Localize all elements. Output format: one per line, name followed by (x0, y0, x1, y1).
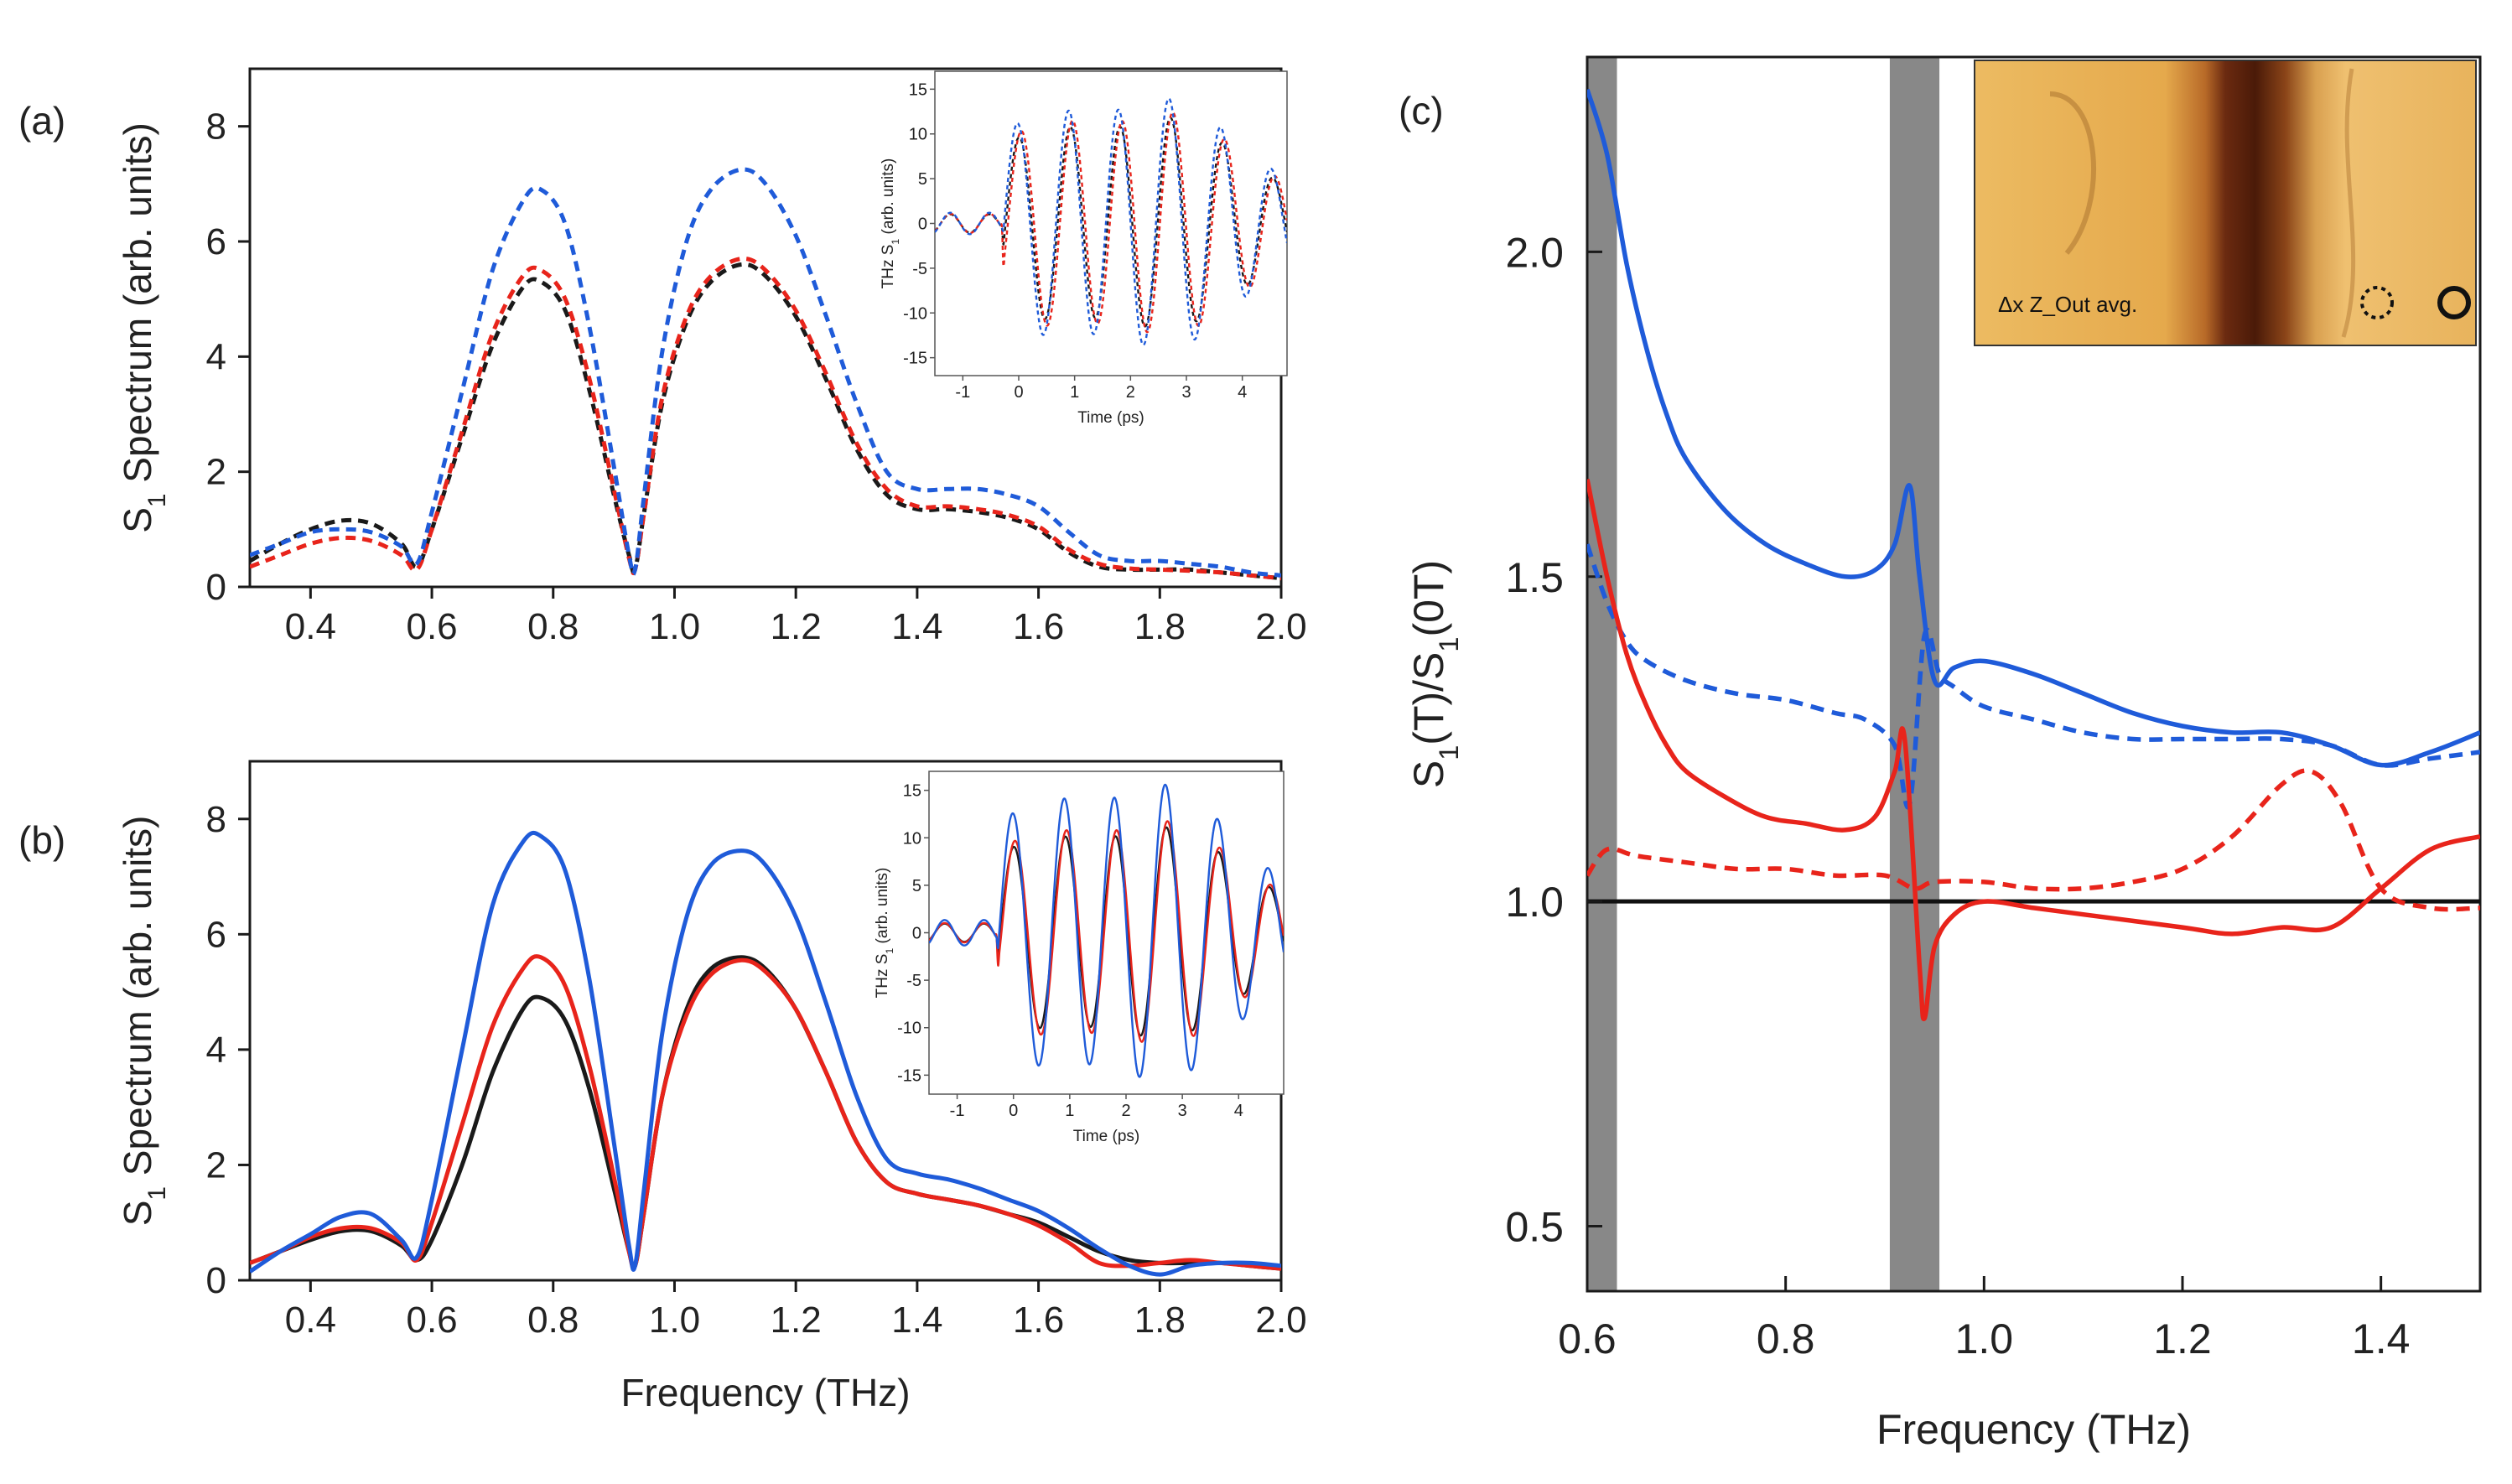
panel-label-c: (c) (1399, 89, 1444, 132)
inset-trace-blue (935, 97, 1287, 346)
inset-y-tick-label: -5 (906, 972, 921, 990)
x-axis-label: Frequency (THz) (1876, 1406, 2191, 1453)
y-tick-label: 0.5 (1505, 1204, 1564, 1251)
inset-frame (934, 70, 1288, 376)
inset-x-tick-label: 4 (1238, 383, 1247, 402)
x-tick-label: 1.4 (891, 606, 942, 647)
x-tick-label: 1.4 (2352, 1315, 2411, 1362)
chart-c: 0.6 0.8 1.0 1.2 1.4 0.5 1.0 1.5 2.0 Frequency (TH… (1405, 55, 2482, 1453)
inset-y-tick-label: 5 (912, 877, 921, 895)
x-tick-label: 0.8 (527, 606, 579, 647)
inset-annotation: Δx Z_Out avg. (1998, 292, 2137, 317)
x-tick-label: 0.6 (406, 606, 457, 647)
x-tick-label: 2.0 (1255, 1300, 1306, 1341)
series-line-blue-dashed (1587, 543, 2480, 810)
inset-x-tick-label: 3 (1178, 1102, 1187, 1120)
inset-y-tick-label: 10 (909, 126, 927, 144)
y-tick-label: 1.0 (1505, 879, 1564, 926)
y-tick-label: 2 (206, 452, 226, 493)
inset-trace-blue (929, 783, 1284, 1078)
panel-label-b: (b) (18, 818, 65, 862)
inset-y-tick-label: -15 (897, 1066, 921, 1085)
series-line-blue-solid (1587, 88, 2480, 768)
y-tick-label: 2 (206, 1144, 226, 1186)
y-tick-label: 8 (206, 106, 226, 148)
inset-x-tick-label: -1 (950, 1102, 965, 1120)
x-tick-label: 0.8 (1757, 1315, 1815, 1362)
inset-x-tick-label: 4 (1234, 1102, 1243, 1120)
inset-y-tick-label: 0 (912, 925, 921, 943)
x-tick-label: 1.8 (1134, 1300, 1186, 1341)
inset-x-axis-label: Time (ps) (1077, 409, 1144, 427)
y-tick-label: 1.5 (1505, 554, 1564, 601)
inset-x-tick-label: 2 (1126, 383, 1135, 402)
y-tick-label: 8 (206, 799, 226, 840)
x-tick-label: 0.6 (406, 1300, 457, 1341)
inset-y-tick-label: -10 (897, 1020, 921, 1038)
inset-x-tick-label: 1 (1065, 1102, 1074, 1120)
series-line-blue (250, 830, 1281, 1277)
inset-x-axis-label: Time (ps) (1073, 1128, 1140, 1145)
inset-x-tick-label: 3 (1181, 383, 1191, 402)
inset-y-tick-label: 10 (903, 829, 921, 848)
inset-y-tick-label: 0 (918, 215, 927, 234)
series-line-blue (250, 167, 1281, 578)
inset-feature-arc (2049, 91, 2096, 255)
x-tick-label: 1.4 (891, 1300, 942, 1341)
series-line-red-solid (1587, 479, 2480, 1022)
inset-y-tick-label: -10 (903, 304, 927, 323)
x-tick-label: 1.6 (1013, 1300, 1064, 1341)
x-tick-label: 1.0 (649, 606, 700, 647)
x-tick-label: 1.8 (1134, 606, 1186, 647)
inset-image (1974, 60, 2477, 346)
x-tick-label: 2.0 (1255, 606, 1306, 647)
inset-x-tick-label: 0 (1014, 383, 1023, 402)
y-tick-label: 4 (206, 336, 226, 377)
x-tick-label: 1.0 (1955, 1315, 2014, 1362)
y-tick-label: 2.0 (1505, 229, 1564, 276)
x-tick-label: 0.4 (285, 1300, 336, 1341)
x-tick-label: 1.2 (771, 1300, 822, 1341)
y-tick-label: 0 (206, 567, 226, 608)
inset-y-tick-label: 15 (903, 782, 921, 801)
inset-x-tick-label: 2 (1121, 1102, 1130, 1120)
shaded-band (1587, 57, 1617, 1291)
x-axis-label: Frequency (THz) (620, 1371, 910, 1414)
y-tick-label: 0 (206, 1260, 226, 1301)
series-line-red-dashed (1587, 768, 2480, 912)
x-tick-label: 1.2 (2153, 1315, 2212, 1362)
x-tick-label: 0.4 (285, 606, 336, 647)
x-tick-label: 0.8 (527, 1300, 579, 1341)
series-line-red (250, 256, 1281, 581)
x-tick-label: 0.6 (1558, 1315, 1617, 1362)
plot-frame (1586, 55, 2482, 1293)
inset-feature-edge (2341, 68, 2356, 338)
inset-y-tick-label: 5 (918, 170, 927, 189)
inset-x-tick-label: -1 (955, 383, 970, 402)
x-tick-label: 1.6 (1013, 606, 1064, 647)
x-tick-label: 1.0 (649, 1300, 700, 1341)
inset-frame (928, 771, 1285, 1095)
x-tick-label: 1.2 (771, 606, 822, 647)
inset-x-tick-label: 1 (1070, 383, 1079, 402)
series-line-red (250, 954, 1281, 1271)
inset-y-tick-label: -15 (903, 350, 927, 368)
inset-y-tick-label: 15 (909, 80, 927, 99)
dashed-circle-marker (2360, 286, 2394, 319)
y-tick-label: 6 (206, 221, 226, 262)
inset-x-tick-label: 0 (1009, 1102, 1018, 1120)
y-tick-label: 4 (206, 1030, 226, 1071)
panel-label-a: (a) (18, 99, 65, 143)
y-tick-label: 6 (206, 914, 226, 955)
solid-circle-marker (2437, 286, 2471, 319)
inset-y-tick-label: -5 (912, 260, 927, 278)
